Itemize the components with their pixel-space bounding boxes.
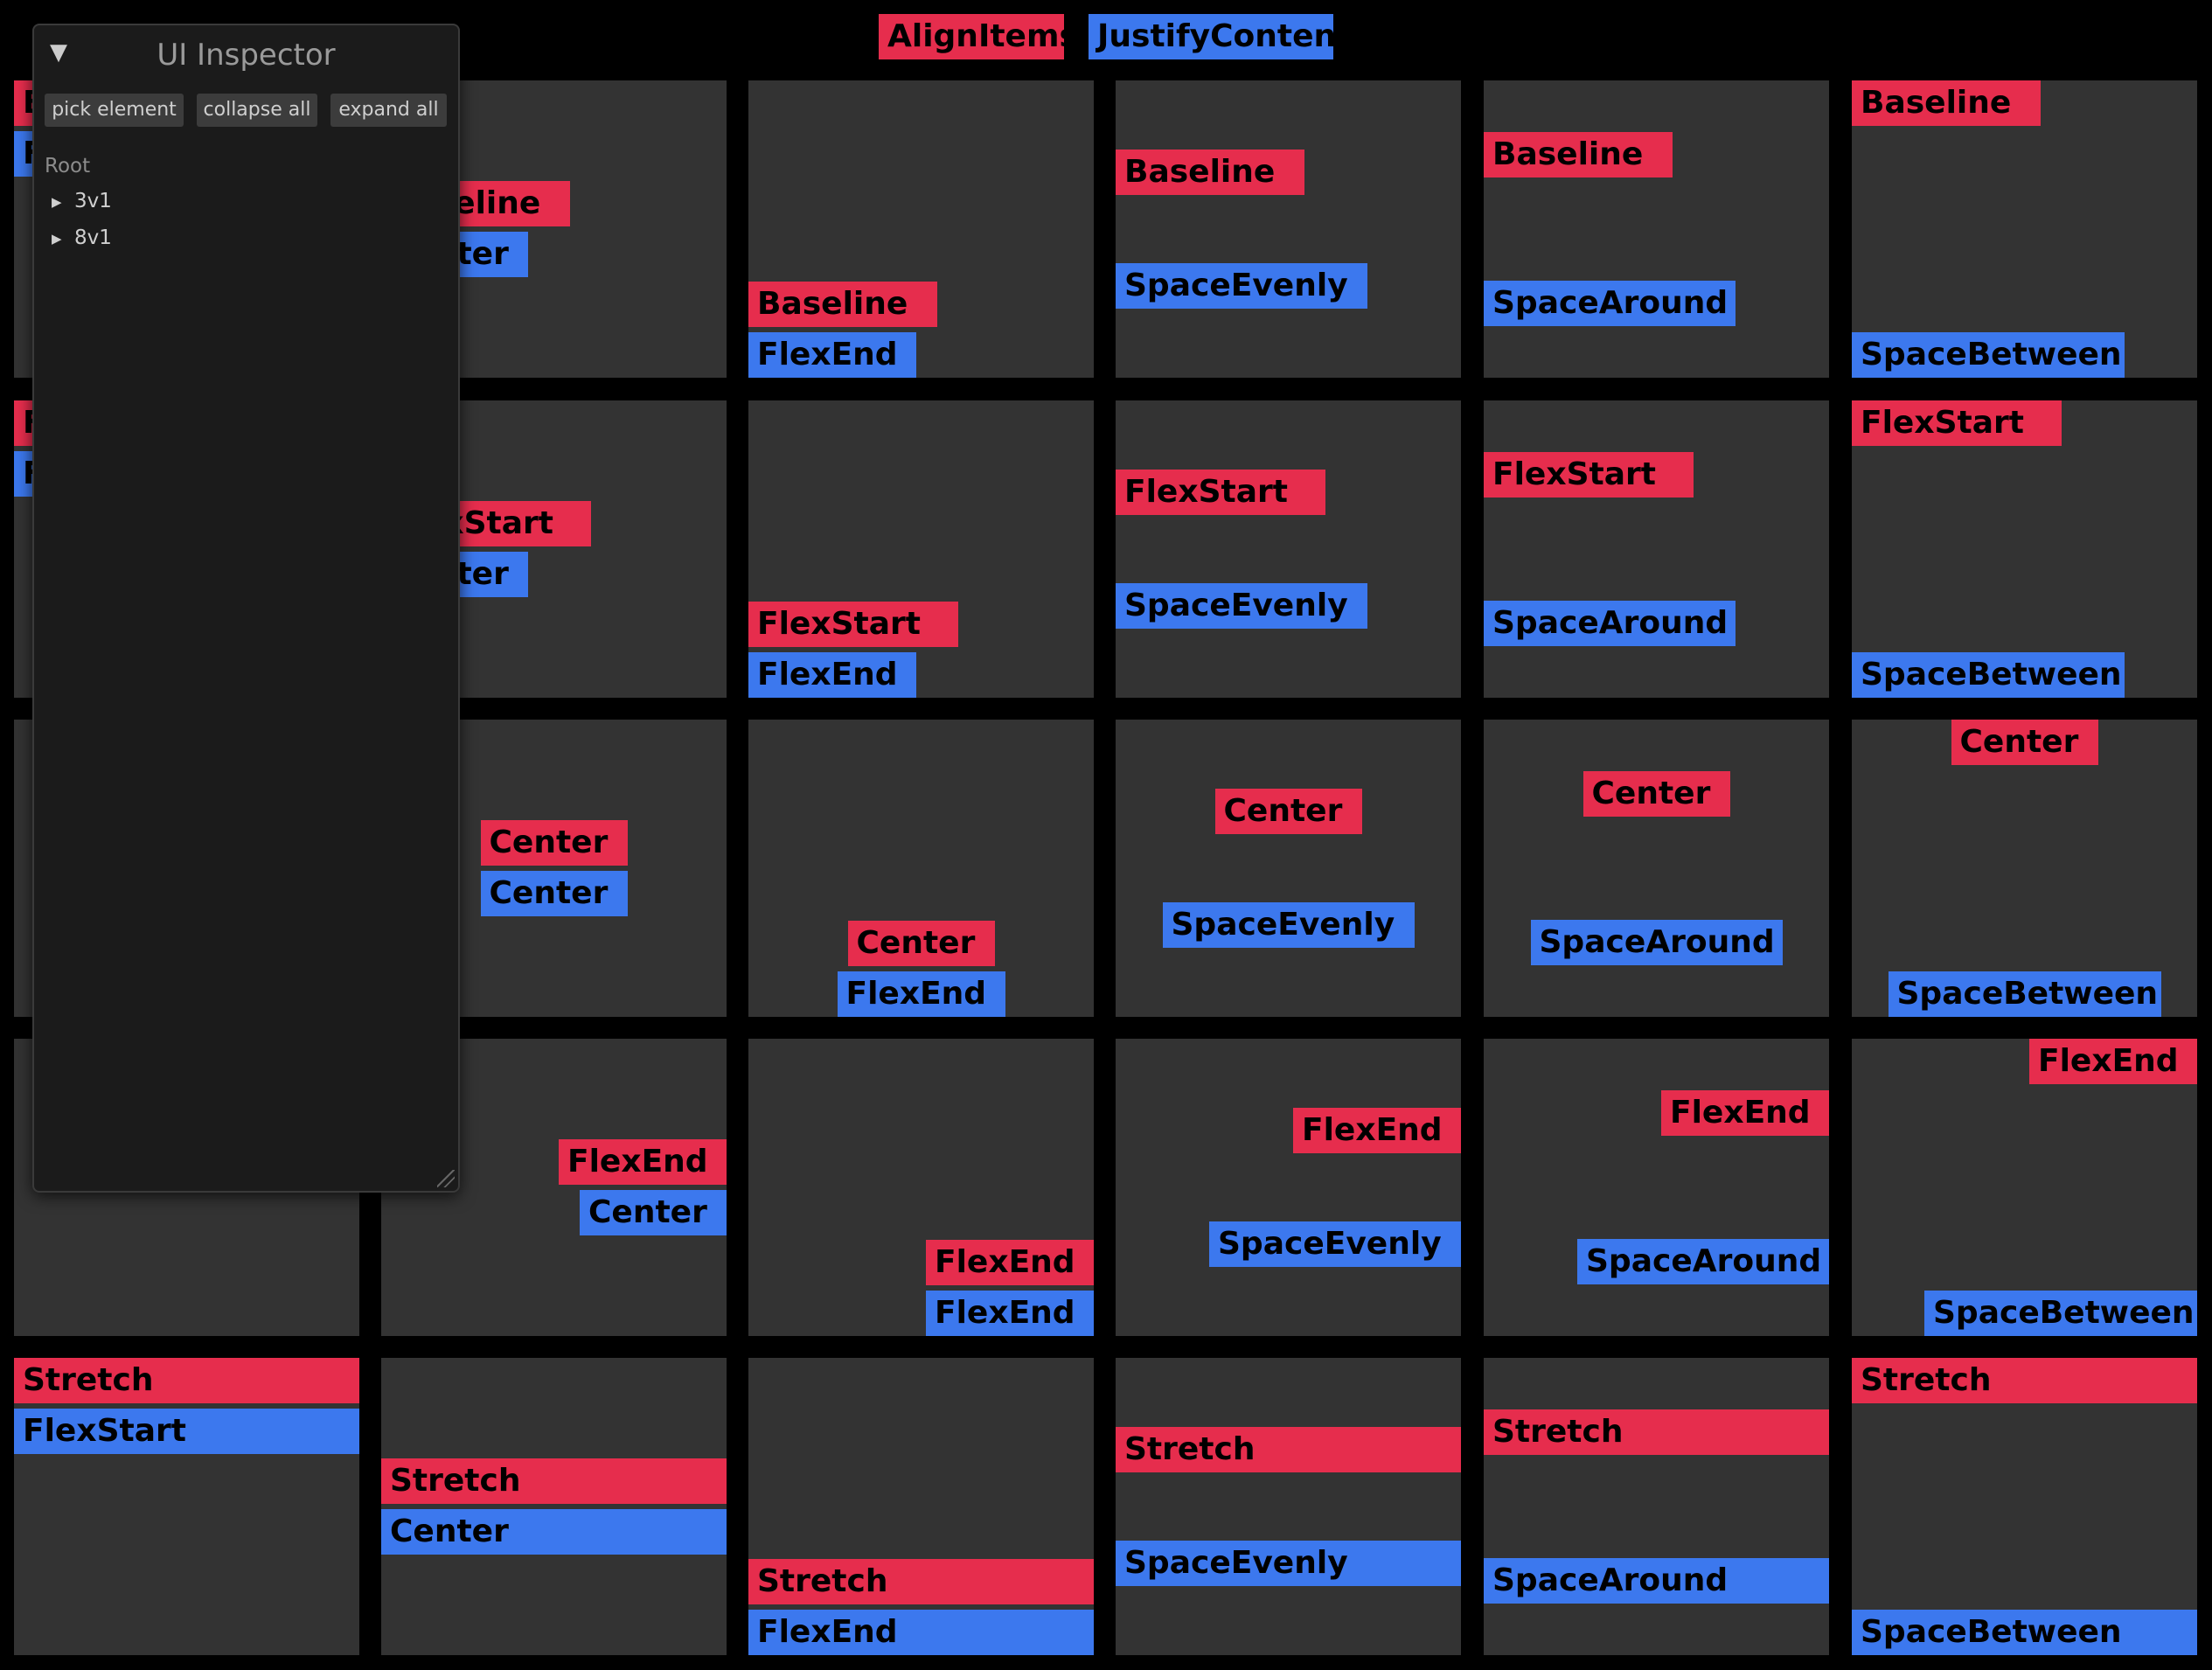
justify-content-label: SpaceAround [1484, 1558, 1829, 1604]
flex-cell: FlexEnd SpaceBetween [1852, 1039, 2197, 1336]
justify-content-label: Center [480, 871, 628, 916]
justify-content-label: Center [580, 1190, 727, 1235]
justify-content-label: SpaceBetween [1852, 652, 2125, 698]
flex-cell: Stretch SpaceAround [1484, 1358, 1829, 1655]
align-items-label: Center [847, 921, 995, 966]
justify-content-label: SpaceEvenly [1209, 1221, 1461, 1268]
flex-cell: Baseline SpaceBetween [1852, 80, 2197, 378]
justify-content-label: FlexEnd [926, 1291, 1094, 1336]
flex-cell: FlexStart SpaceAround [1484, 400, 1829, 698]
tree-root-label: Root [45, 155, 91, 177]
triangle-down-icon[interactable]: ▼ [50, 39, 67, 66]
align-items-label: FlexEnd [559, 1139, 727, 1185]
ui-inspector-panel[interactable]: ▼ UI Inspector pick element collapse all… [32, 24, 460, 1193]
align-items-label: Stretch [14, 1358, 359, 1403]
flex-cell: FlexStart SpaceEvenly [1116, 400, 1461, 698]
flex-cell: Center SpaceAround [1484, 720, 1829, 1017]
justify-content-label: SpaceBetween [1852, 332, 2125, 378]
flex-cell: Center SpaceEvenly [1116, 720, 1461, 1017]
tree-item[interactable]: ▶ 8v1 [52, 223, 112, 253]
legend-justify-content: JustifyContent [1089, 14, 1333, 59]
justify-content-label: SpaceEvenly [1162, 902, 1415, 949]
triangle-right-icon[interactable]: ▶ [52, 230, 62, 247]
flex-cell: FlexStart SpaceBetween [1852, 400, 2197, 698]
pick-element-button[interactable]: pick element [45, 94, 184, 127]
align-items-label: Stretch [1484, 1409, 1829, 1455]
justify-content-label: FlexEnd [748, 332, 916, 378]
flex-cell: FlexStart FlexEnd [748, 400, 1094, 698]
justify-content-label: SpaceEvenly [1116, 263, 1367, 310]
align-items-label: Baseline [1852, 80, 2041, 126]
flex-cell: Baseline FlexEnd [748, 80, 1094, 378]
align-items-label: Center [480, 820, 628, 866]
justify-content-label: SpaceBetween [1924, 1291, 2197, 1336]
tree-item-label: 8v1 [74, 226, 112, 249]
flex-cell: Stretch FlexStart [14, 1358, 359, 1655]
align-items-label: Center [1214, 788, 1362, 834]
resize-grip-icon[interactable] [437, 1170, 455, 1187]
justify-content-label: SpaceAround [1484, 281, 1736, 326]
flex-cell: Stretch Center [381, 1358, 727, 1655]
align-items-label: Baseline [748, 282, 937, 327]
justify-content-label: SpaceAround [1484, 601, 1736, 646]
tree-item[interactable]: ▶ 3v1 [52, 186, 112, 216]
align-items-label: FlexStart [1116, 469, 1325, 515]
flex-cell: FlexEnd SpaceEvenly [1116, 1039, 1461, 1336]
justify-content-label: FlexEnd [748, 652, 916, 698]
flex-cell: Center FlexEnd [748, 720, 1094, 1017]
justify-content-label: FlexEnd [837, 971, 1005, 1017]
align-items-label: FlexEnd [1293, 1107, 1461, 1153]
justify-content-label: SpaceBetween [1852, 1610, 2197, 1655]
align-items-label: Stretch [748, 1559, 1094, 1604]
triangle-right-icon[interactable]: ▶ [52, 193, 62, 210]
align-items-label: FlexStart [1484, 452, 1694, 498]
align-items-label: FlexEnd [2029, 1039, 2197, 1084]
justify-content-label: FlexEnd [748, 1610, 1094, 1655]
flex-cell: Center SpaceBetween [1852, 720, 2197, 1017]
expand-all-button[interactable]: expand all [330, 94, 447, 127]
align-items-label: Center [1582, 771, 1730, 817]
align-items-label: Baseline [1484, 132, 1673, 177]
flex-cell: Baseline SpaceAround [1484, 80, 1829, 378]
align-items-label: FlexStart [1852, 400, 2062, 446]
justify-content-label: SpaceEvenly [1116, 583, 1367, 630]
flex-cell: Stretch FlexEnd [748, 1358, 1094, 1655]
tree-item-label: 3v1 [74, 190, 112, 212]
align-items-label: FlexStart [748, 602, 958, 647]
align-items-label: Stretch [381, 1458, 727, 1504]
flex-cell: Baseline SpaceEvenly [1116, 80, 1461, 378]
inspector-toolbar: pick element collapse all expand all [45, 94, 447, 129]
legend-align-items: AlignItems [879, 14, 1064, 59]
justify-content-label: SpaceBetween [1888, 971, 2161, 1017]
justify-content-label: Center [381, 1509, 727, 1555]
legend: AlignItems JustifyContent [0, 0, 2212, 63]
justify-content-label: SpaceEvenly [1116, 1541, 1461, 1587]
flex-cell: Stretch SpaceEvenly [1116, 1358, 1461, 1655]
align-items-label: Stretch [1116, 1426, 1461, 1472]
inspector-title: UI Inspector [157, 38, 336, 73]
flex-cell: FlexEnd FlexEnd [748, 1039, 1094, 1336]
justify-content-label: SpaceAround [1577, 1239, 1829, 1284]
align-items-label: FlexEnd [926, 1240, 1094, 1285]
flex-cell: FlexEnd SpaceAround [1484, 1039, 1829, 1336]
justify-content-label: SpaceAround [1530, 920, 1783, 965]
align-items-label: FlexEnd [1661, 1090, 1829, 1136]
align-items-label: Baseline [1116, 149, 1304, 195]
align-items-label: Stretch [1852, 1358, 2197, 1403]
flex-cell: Stretch SpaceBetween [1852, 1358, 2197, 1655]
justify-content-label: FlexStart [14, 1409, 359, 1454]
align-items-label: Center [1951, 720, 2098, 765]
collapse-all-button[interactable]: collapse all [197, 94, 317, 127]
inspector-header[interactable]: ▼ UI Inspector [34, 25, 458, 85]
